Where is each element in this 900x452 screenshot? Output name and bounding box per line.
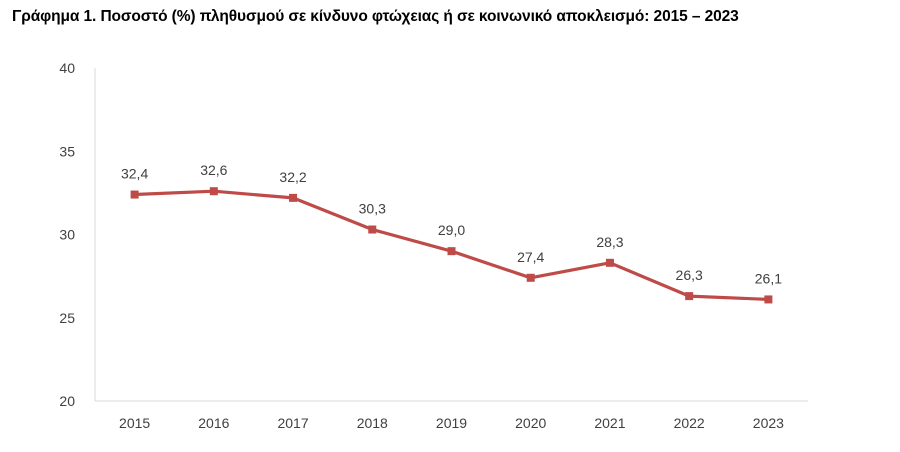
data-label: 30,3 xyxy=(359,201,386,217)
data-label: 32,4 xyxy=(121,166,148,182)
data-point-marker xyxy=(289,193,298,202)
chart-title: Γράφημα 1. Ποσοστό (%) πληθυσμού σε κίνδ… xyxy=(12,8,739,25)
data-label: 27,4 xyxy=(517,249,544,265)
series xyxy=(130,187,773,304)
data-label: 26,1 xyxy=(755,270,782,286)
data-point-marker xyxy=(209,187,218,196)
data-label: 32,6 xyxy=(200,162,227,178)
x-tick-label: 2021 xyxy=(594,415,625,431)
x-tick-label: 2016 xyxy=(198,415,229,431)
data-label: 28,3 xyxy=(596,234,623,250)
x-tick-label: 2015 xyxy=(119,415,150,431)
series-line xyxy=(133,189,771,301)
x-tick-label: 2018 xyxy=(357,415,388,431)
y-tick-label: 25 xyxy=(59,310,75,326)
y-tick-label: 35 xyxy=(59,143,75,159)
data-point-marker xyxy=(130,190,139,199)
x-tick-label: 2017 xyxy=(277,415,308,431)
data-label: 26,3 xyxy=(676,267,703,283)
x-tick-label: 2020 xyxy=(515,415,546,431)
y-tick-label: 30 xyxy=(59,227,75,243)
data-label: 32,2 xyxy=(279,169,306,185)
x-tick-label: 2019 xyxy=(436,415,467,431)
data-point-marker xyxy=(447,247,456,256)
y-tick-label: 40 xyxy=(59,60,75,76)
data-point-marker xyxy=(685,292,694,301)
data-labels: 32,4 32,6 32,2 30,3 29,0 27,4 28,3 26,3 26,1 xyxy=(121,162,782,286)
x-tick-label: 2022 xyxy=(674,415,705,431)
data-point-marker xyxy=(526,273,535,282)
y-axis-ticks: 20 25 30 35 40 xyxy=(59,60,75,409)
x-tick-label: 2023 xyxy=(753,415,784,431)
axes xyxy=(94,68,808,402)
data-point-marker xyxy=(605,258,614,267)
data-point-marker xyxy=(764,295,773,304)
data-point-marker xyxy=(368,225,377,234)
x-axis-ticks: 2015 2016 2017 2018 2019 2020 2021 2022 2023 xyxy=(119,415,784,431)
y-tick-label: 20 xyxy=(59,393,75,409)
data-label: 29,0 xyxy=(438,222,465,238)
